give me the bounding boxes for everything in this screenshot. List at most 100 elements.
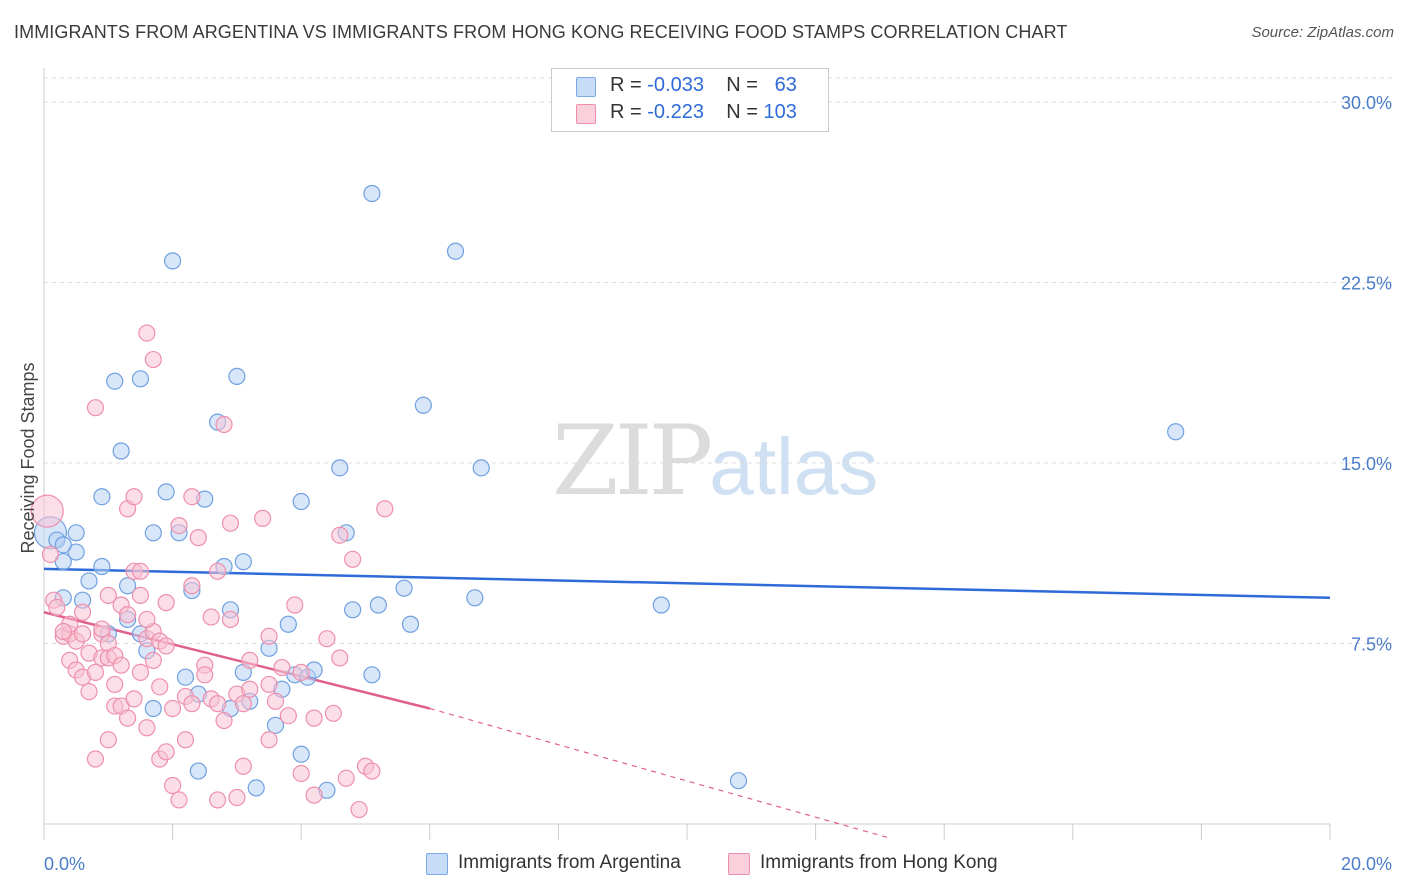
hongkong-point (151, 678, 169, 696)
hongkong-point (144, 350, 162, 369)
argentina-point (472, 459, 490, 477)
chart-title: IMMIGRANTS FROM ARGENTINA VS IMMIGRANTS … (14, 22, 1068, 42)
argentina-point (112, 442, 130, 460)
hongkong-point (337, 769, 355, 787)
hongkong-point (279, 707, 297, 725)
hongkong-point (170, 791, 188, 809)
hongkong-point (30, 494, 64, 528)
argentina-point (363, 184, 381, 203)
hongkong-point (318, 630, 336, 648)
hongkong-point (241, 680, 259, 698)
argentina-point (279, 615, 297, 633)
hongkong-point (99, 586, 117, 604)
hongkong-point (234, 757, 252, 775)
argentina-point (414, 396, 432, 414)
argentina-point (401, 615, 420, 633)
legend-swatch-hongkong (576, 104, 596, 124)
hongkong-point (286, 596, 304, 614)
argentina-point (266, 716, 285, 734)
legend-r-value: -0.223 (647, 101, 704, 123)
hongkong-point (292, 663, 310, 681)
hongkong-point (260, 731, 278, 749)
hongkong-point (221, 610, 240, 629)
hongkong-point (202, 608, 220, 626)
argentina-point (247, 779, 265, 797)
hongkong-point (93, 620, 111, 638)
argentina-point (118, 577, 137, 595)
argentina-point (363, 666, 381, 684)
hongkong-point (106, 675, 124, 694)
legend-n-label: N = (726, 74, 764, 96)
argentina-point (80, 572, 98, 590)
argentina-point (176, 668, 195, 686)
hongkong-point (209, 791, 227, 809)
argentina-point (93, 557, 111, 576)
legend-r-label: R = (610, 101, 648, 123)
hongkong-point (86, 750, 105, 768)
hongkong-point (324, 704, 342, 722)
argentina-point (466, 589, 484, 607)
hongkong-point (157, 743, 175, 761)
hongkong-point (131, 562, 150, 580)
argentina-point (344, 601, 362, 619)
hongkong-point (241, 651, 259, 669)
argentina-point (164, 252, 182, 270)
argentina-point (106, 372, 124, 390)
legend-r-label: R = (610, 74, 648, 96)
tick-labels: 7.5% 15.0% 22.5% 30.0% 0.0% 20.0% (44, 93, 1392, 874)
hongkong-point (209, 562, 227, 580)
hongkong-point (215, 711, 233, 730)
hongkong-point (260, 627, 278, 645)
legend-item-argentina: Immigrants from Argentina (426, 852, 716, 876)
watermark-atlas: atlas (709, 422, 879, 511)
hongkong-point (331, 526, 349, 544)
watermark-zip: ZIP (552, 405, 713, 517)
watermark: ZIPatlas (552, 405, 878, 517)
legend-swatch-argentina (576, 77, 596, 97)
argentina-trend-line (43, 567, 1331, 600)
argentina-point (54, 536, 72, 554)
argentina-point (93, 488, 111, 506)
y-axis-label: Receiving Food Stamps (18, 362, 38, 553)
hongkong-point (344, 550, 362, 568)
legend-n-value: 63 (774, 74, 797, 96)
hongkong-point (376, 500, 394, 518)
hongkong-point (266, 692, 285, 710)
legend-n-label: N = (726, 101, 764, 123)
hongkong-point (138, 719, 156, 737)
hongkong-point (254, 509, 272, 527)
legend-swatch-argentina (426, 853, 448, 875)
hongkong-point (260, 675, 278, 694)
hongkong-point (118, 709, 137, 727)
hongkong-point (157, 594, 175, 612)
argentina-point (292, 492, 310, 511)
legend-label-argentina: Immigrants from Argentina (458, 852, 681, 873)
hongkong-point (131, 586, 150, 604)
argentina-point (292, 745, 310, 763)
hongkong-point (183, 488, 201, 506)
hongkong-point (86, 663, 105, 681)
hongkong-point (112, 656, 130, 674)
hongkong-point (350, 800, 368, 819)
hongkong-point (221, 514, 240, 532)
hongkong-point (176, 731, 195, 749)
hongkong-point (183, 695, 201, 713)
argentina-point (652, 596, 670, 614)
hongkong-point (48, 598, 66, 617)
hongkong-point (305, 786, 323, 804)
legend-item-hongkong: Immigrants from Hong Kong (728, 852, 1028, 876)
hongkong-point (131, 663, 150, 681)
hongkong-point (41, 545, 60, 564)
argentina-point (144, 524, 162, 542)
hongkong-point (80, 683, 98, 701)
hongkong-point (73, 625, 92, 643)
legend-label-hongkong: Immigrants from Hong Kong (760, 852, 998, 873)
argentina-point (369, 596, 387, 614)
argentina-point (67, 543, 85, 561)
hongkong-point (164, 776, 182, 795)
x-tick-label: 0.0% (44, 854, 85, 874)
y-tick-label: 30.0% (1341, 93, 1392, 113)
hongkong-point (228, 788, 246, 807)
argentina-point (331, 459, 349, 477)
